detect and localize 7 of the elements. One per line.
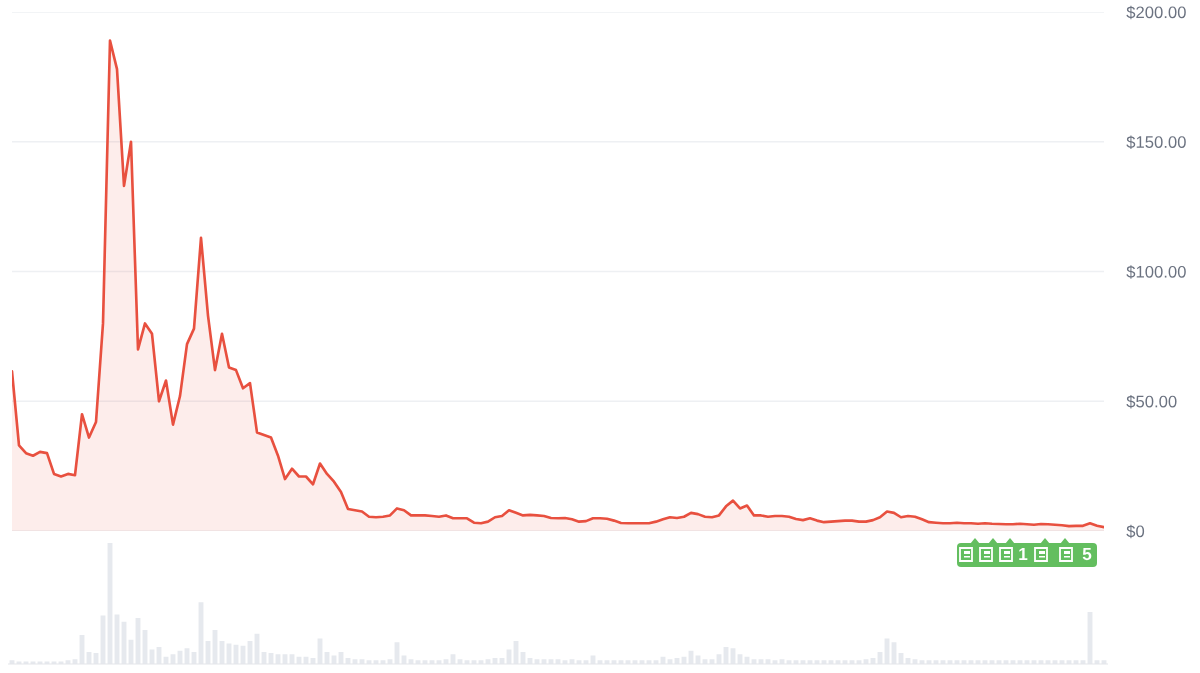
y-tick-label: $100.00 [1126,265,1186,279]
y-tick-label: $0 [1126,524,1145,539]
y-tick-label: $50.00 [1126,394,1177,409]
annotation: 5 [1082,548,1092,561]
y-tick-label: $200.00 [1126,5,1186,20]
annotation: 1 [1019,548,1028,560]
y-tick-label: $150.00 [1126,135,1186,149]
